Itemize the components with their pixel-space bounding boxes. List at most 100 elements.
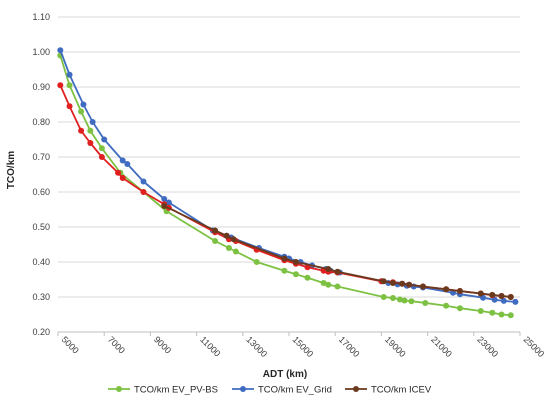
data-point [320, 280, 327, 286]
data-point [500, 297, 507, 304]
legend: TCO/km EV_PV-BS TCO/km EV_Grid TCO/km ICEV [108, 385, 432, 396]
data-point [408, 298, 415, 305]
series-0 [57, 52, 514, 319]
data-point [507, 312, 514, 319]
data-point [115, 169, 122, 176]
y-tick-label: 0.70 [32, 152, 50, 162]
y-tick-label: 0.20 [32, 327, 50, 337]
legend-item: TCO/km EV_Grid [232, 385, 332, 396]
series-lines [57, 47, 519, 319]
legend-swatch-marker [240, 386, 246, 392]
data-point [422, 299, 429, 306]
data-point [399, 280, 406, 287]
legend-swatch-marker [116, 386, 122, 392]
data-point [380, 278, 387, 285]
y-tick-label: 0.60 [32, 187, 50, 197]
data-point [401, 297, 408, 304]
data-point [380, 294, 387, 300]
data-point [389, 295, 396, 302]
data-point [456, 288, 463, 295]
data-point [57, 82, 64, 89]
x-tick-label: 7000 [106, 334, 127, 355]
data-point [292, 259, 299, 265]
x-tick-labels: 5000 7000 9000 11000 13000 15000 17000 19000 210… [60, 334, 547, 359]
y-tick-label: 0.80 [32, 117, 50, 127]
legend-swatch-marker [353, 386, 359, 392]
data-point [57, 47, 64, 54]
data-point [281, 255, 288, 262]
data-point [223, 232, 230, 239]
data-point [230, 236, 237, 243]
data-point [87, 140, 94, 146]
data-point [98, 154, 105, 160]
data-point [87, 127, 94, 134]
x-tick-label: 17000 [337, 334, 362, 359]
data-point [140, 178, 147, 185]
data-point [491, 296, 498, 303]
x-tick-label: 5000 [60, 334, 81, 355]
x-tick-label: 11000 [198, 334, 222, 358]
data-point [334, 268, 341, 275]
x-tick-label: 23000 [475, 334, 500, 359]
series-1 [57, 47, 519, 305]
data-point [512, 298, 519, 305]
data-point [66, 71, 73, 78]
data-point [101, 136, 108, 143]
gridlines [58, 16, 520, 333]
data-point [507, 294, 514, 300]
data-point [140, 189, 147, 195]
data-point [450, 289, 457, 296]
data-point [98, 145, 105, 152]
data-point [389, 280, 396, 286]
legend-label: TCO/km EV_Grid [258, 385, 332, 396]
series-2 [57, 82, 514, 300]
data-point [489, 309, 496, 316]
data-point [334, 283, 341, 290]
axes [57, 331, 521, 336]
y-tick-labels: 0.20 0.30 0.40 0.50 0.60 0.70 0.80 0.90 1.00 1.10 [32, 12, 50, 337]
x-tick-label: 9000 [152, 334, 173, 355]
y-tick-label: 0.30 [32, 292, 50, 302]
series-line [163, 205, 511, 298]
data-point [477, 308, 484, 314]
data-point [165, 199, 172, 206]
data-point [456, 305, 463, 312]
data-point [320, 267, 327, 274]
data-point [161, 203, 168, 209]
data-point [66, 82, 73, 89]
series-3 [161, 203, 514, 300]
data-point [253, 259, 260, 265]
data-point [498, 311, 505, 318]
series-line [59, 84, 511, 298]
data-point [304, 274, 311, 281]
legend-item: TCO/km ICEV [345, 385, 432, 396]
data-point [292, 271, 299, 278]
y-tick-label: 0.50 [32, 222, 50, 232]
data-point [489, 291, 496, 298]
x-axis-title: ADT (km) [263, 369, 307, 380]
x-tick-label: 25000 [522, 334, 547, 359]
y-tick-label: 0.40 [32, 257, 50, 267]
data-point [232, 248, 239, 255]
legend-item: TCO/km EV_PV-BS [108, 385, 218, 396]
data-point [66, 103, 73, 110]
data-point [212, 238, 219, 244]
data-point [89, 119, 96, 125]
y-tick-label: 1.00 [32, 47, 50, 57]
y-tick-label: 1.10 [32, 12, 50, 22]
data-point [443, 286, 450, 293]
legend-label: TCO/km EV_PV-BS [134, 385, 218, 396]
x-tick-label: 15000 [291, 334, 316, 359]
data-point [78, 127, 85, 134]
series-line [59, 55, 511, 317]
x-tick-label: 13000 [244, 334, 269, 359]
data-point [161, 196, 168, 202]
data-point [477, 290, 484, 297]
data-point [419, 283, 426, 290]
data-point [304, 264, 311, 271]
data-point [119, 175, 126, 181]
data-point [325, 266, 332, 272]
data-point [225, 245, 232, 251]
data-point [396, 296, 403, 303]
